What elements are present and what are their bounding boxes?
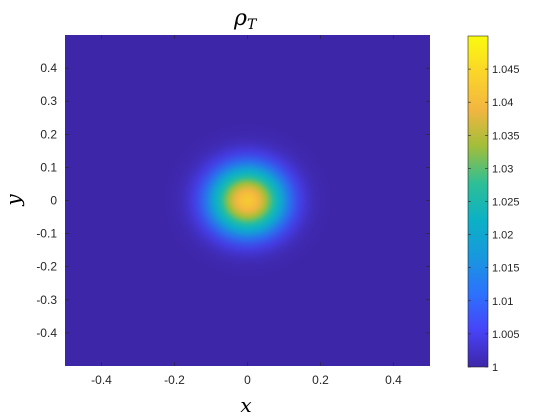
x-axis-ticks: -0.4 -0.2 0 0.2 0.4: [91, 35, 402, 387]
colorbar-tick-label: 1.04: [492, 97, 513, 109]
density-peak: [159, 121, 336, 280]
colorbar-ticks: 1 1.005 1.01 1.015 1.02 1.025 1.03 1.035 1.04 1.0…: [468, 64, 520, 374]
title-subscript: T: [247, 17, 258, 33]
y-tick-label: 0.3: [40, 94, 57, 108]
colorbar-tick-label: 1.035: [492, 130, 520, 142]
colorbar-tick-label: 1.015: [492, 263, 520, 275]
y-tick-label: -0.3: [36, 293, 57, 307]
x-axis-label: x: [240, 393, 251, 417]
colorbar-tick-label: 1: [492, 362, 498, 374]
x-tick-label: 0: [244, 373, 251, 387]
colorbar-tick-label: 1.03: [492, 163, 513, 175]
y-tick-label: 0.2: [40, 127, 57, 141]
y-axis-label: y: [1, 194, 25, 207]
colorbar-tick-label: 1.025: [492, 197, 520, 209]
y-tick-label: -0.4: [36, 326, 57, 340]
y-axis-ticks: 0.4 0.3 0.2 0.1 0 -0.1 -0.2 -0.3 -0.4: [36, 61, 430, 340]
y-tick-label: -0.1: [36, 227, 57, 241]
y-tick-label: 0.1: [40, 160, 57, 174]
colorbar-tick-label: 1.01: [492, 296, 513, 308]
colorbar-tick-label: 1.045: [492, 64, 520, 76]
y-tick-label: -0.2: [36, 260, 57, 274]
x-tick-label: 0.4: [385, 373, 402, 387]
y-tick-label: 0.4: [40, 61, 57, 75]
y-tick-label: 0: [50, 194, 57, 208]
x-tick-label: -0.2: [164, 373, 185, 387]
chart-title: ρ T: [233, 6, 258, 33]
colorbar-tick-label: 1.02: [492, 230, 513, 242]
x-tick-label: -0.4: [91, 373, 112, 387]
x-tick-label: 0.2: [312, 373, 329, 387]
colorbar-tick-label: 1.005: [492, 329, 520, 341]
title-main: ρ: [233, 6, 247, 31]
